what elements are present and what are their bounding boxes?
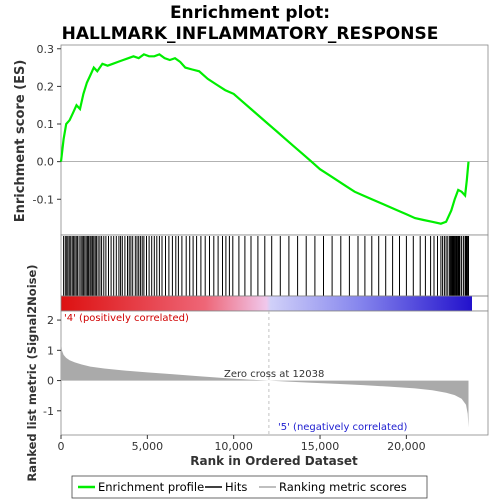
x-tick-label: 15,000 (301, 440, 340, 453)
es-y-tick-label: 0.3 (37, 43, 55, 56)
positive-correlation-label: '4' (positively correlated) (64, 313, 189, 324)
es-y-tick-label: 0.1 (37, 118, 55, 131)
color-bar-gradient (61, 296, 472, 311)
chart-title-line1: Enrichment plot: (170, 3, 330, 23)
hit-lines (63, 236, 469, 296)
es-y-tick-label: -0.1 (33, 193, 54, 206)
legend: Enrichment profile Hits Ranking metric s… (71, 475, 428, 499)
es-y-ticks: 0.3 0.2 0.1 0.0 -0.1 (33, 43, 61, 206)
es-y-axis-label: Enrichment score (ES) (13, 60, 28, 223)
legend-hits-label: Hits (225, 480, 247, 494)
metric-y-axis-label: Ranked list metric (Signal2Noise) (25, 264, 39, 481)
x-tick-label: 0 (58, 440, 65, 453)
es-y-tick-label: 0.2 (37, 80, 55, 93)
es-y-tick-label: 0.0 (37, 156, 55, 169)
enrichment-profile-line (59, 53, 470, 225)
x-axis-label: Rank in Ordered Dataset (190, 454, 358, 468)
x-tick-label: 5,000 (132, 440, 164, 453)
ranking-metric-area (61, 341, 469, 428)
zero-cross-label: Zero cross at 12038 (224, 369, 324, 380)
enrichment-panel: 0.3 0.2 0.1 0.0 -0.1 (33, 43, 489, 236)
enrichment-plot-area (60, 44, 489, 236)
legend-metric-label: Ranking metric scores (279, 480, 407, 494)
metric-y-tick-label: 2 (47, 314, 54, 327)
chart-title-line2: HALLMARK_INFLAMMATORY_RESPONSE (62, 24, 439, 44)
x-axis: 0 5,000 10,000 15,000 20,000 (58, 435, 426, 453)
metric-y-tick-label: -1 (43, 405, 54, 418)
metric-panel: 2 1 0 -1 '4' (positively correlated) Zero c… (43, 310, 489, 436)
x-tick-label: 10,000 (214, 440, 253, 453)
x-tick-label: 20,000 (387, 440, 426, 453)
hits-panel (60, 234, 489, 297)
metric-y-tick-label: 0 (47, 375, 54, 388)
legend-enrichment-label: Enrichment profile (98, 480, 204, 494)
metric-y-tick-label: 1 (47, 344, 54, 357)
negative-correlation-label: '5' (negatively correlated) (278, 422, 407, 433)
metric-y-ticks: 2 1 0 -1 (43, 314, 61, 418)
rank-color-bar (60, 295, 489, 312)
legend-box (71, 475, 428, 499)
